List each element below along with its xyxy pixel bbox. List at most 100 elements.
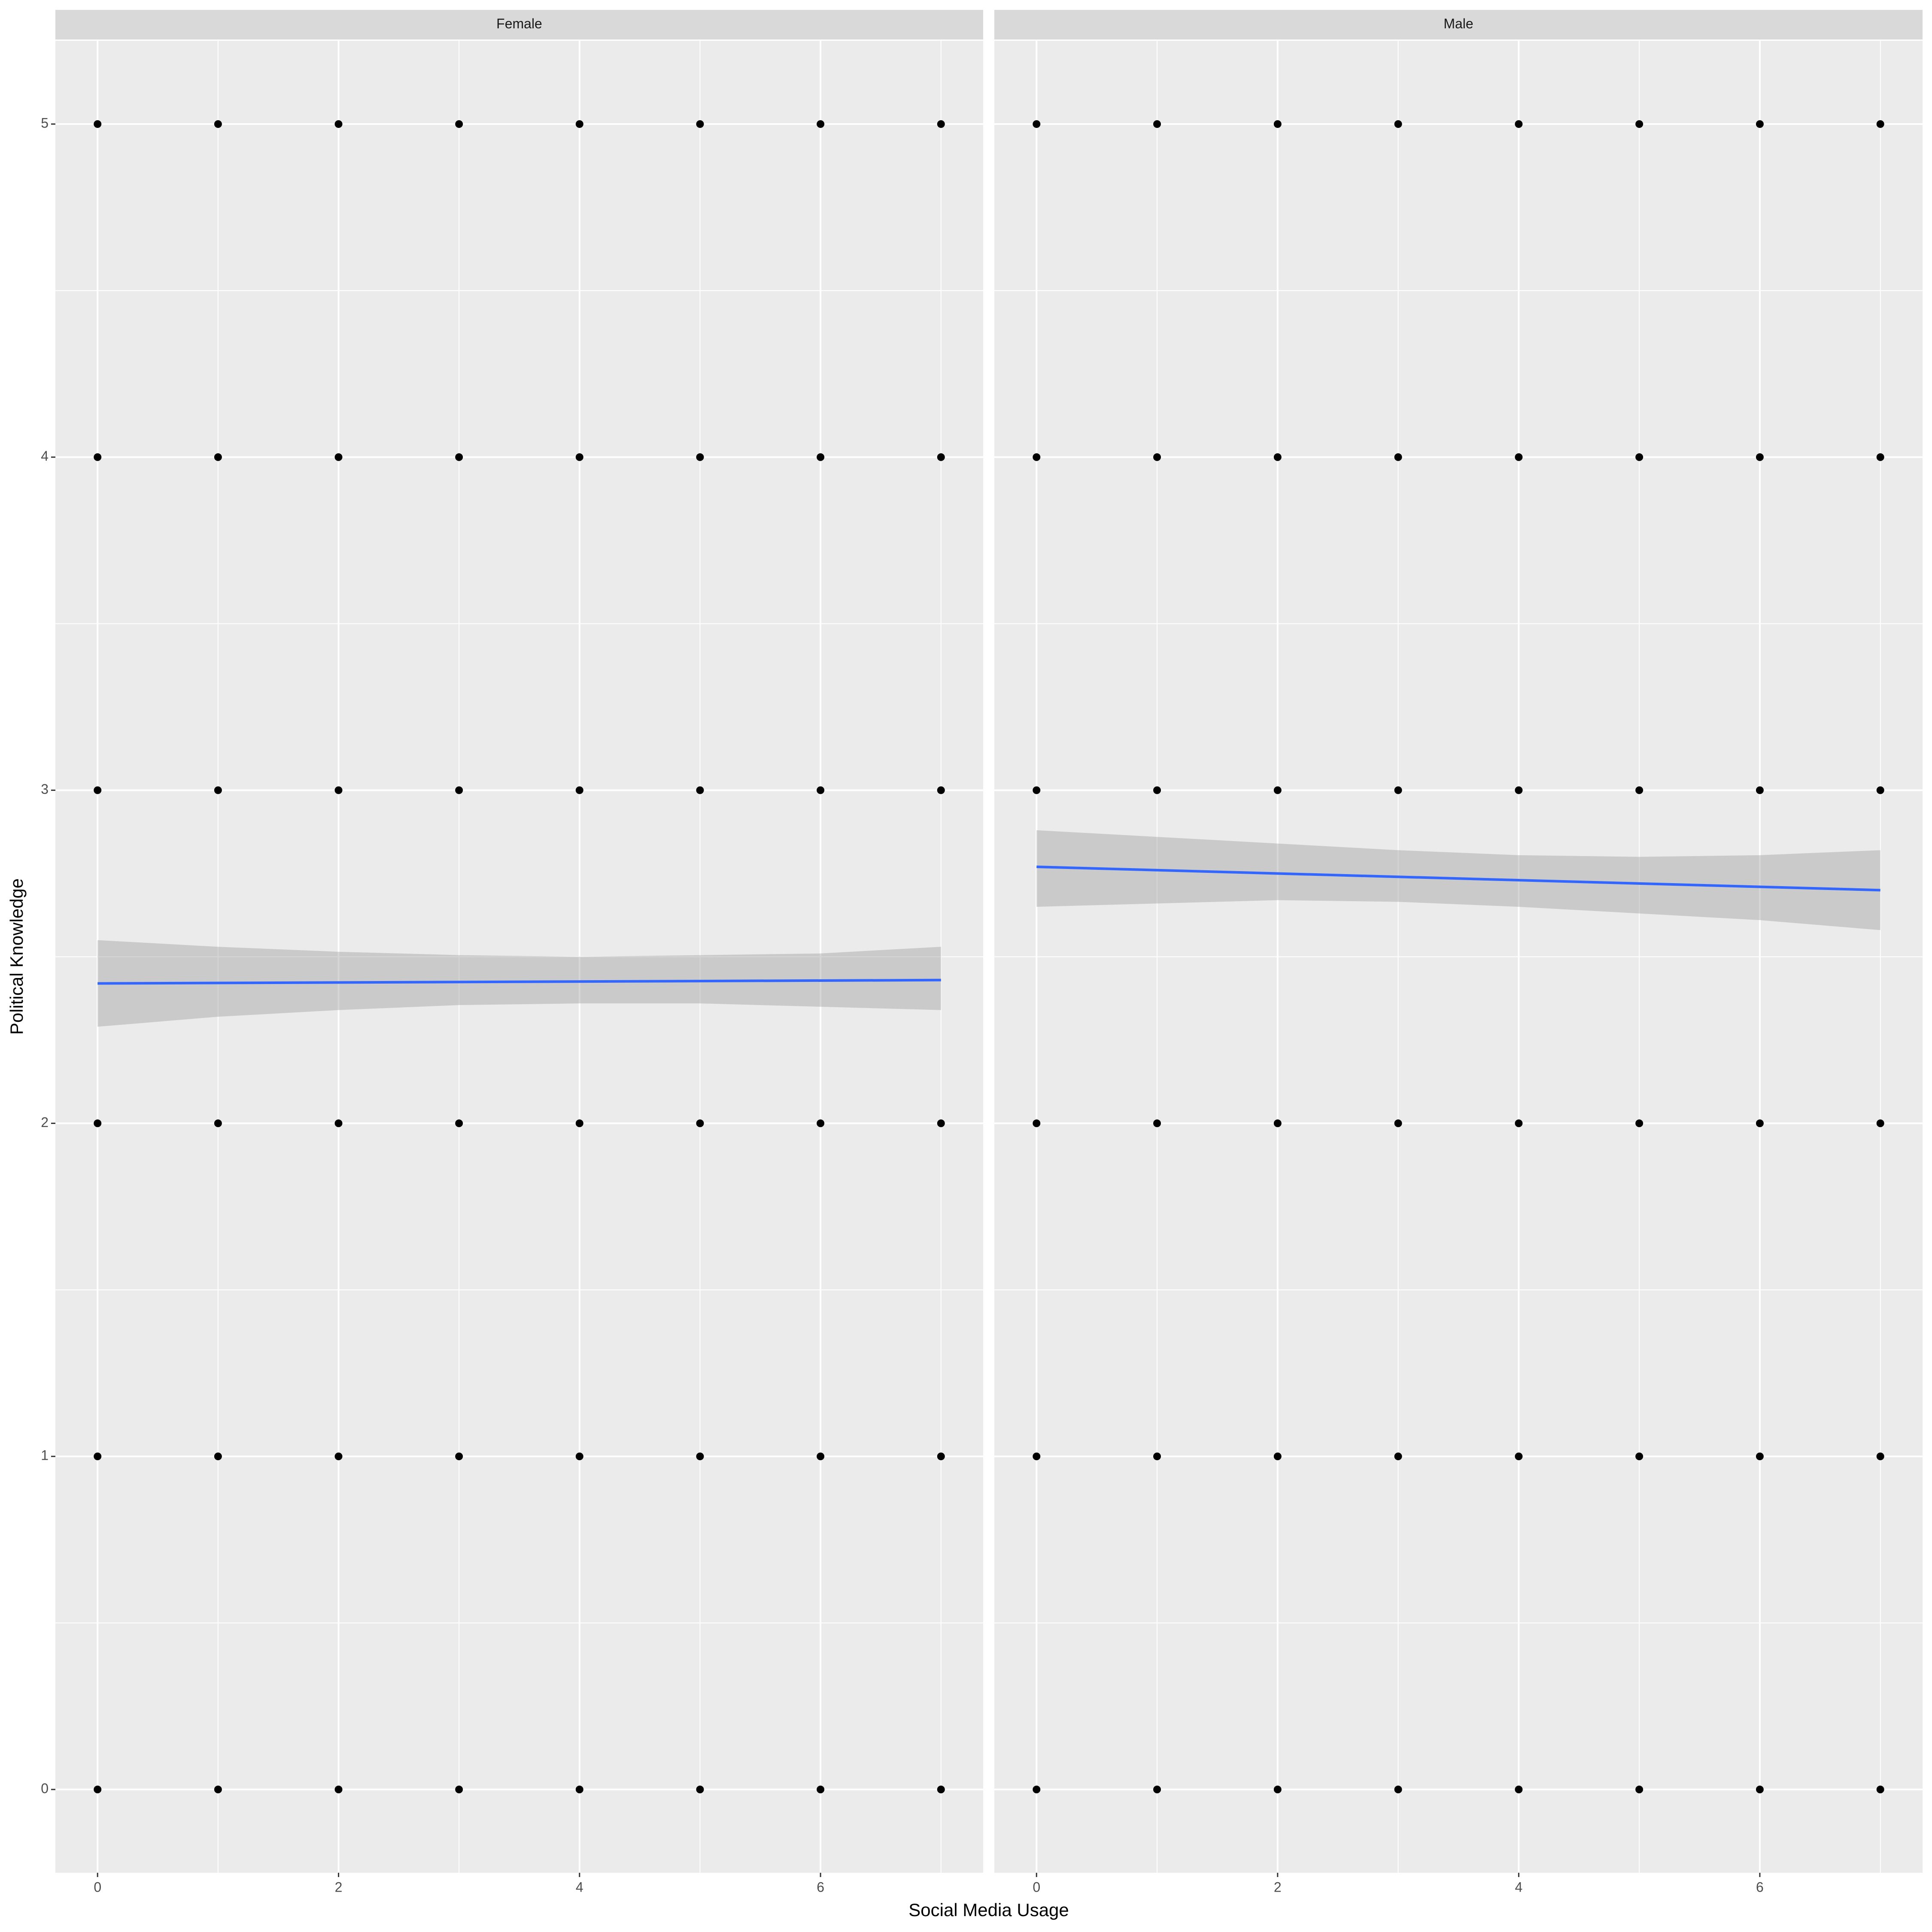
point [1876,1119,1884,1127]
facet-panel: Male 0 2 4 6 [994,10,1923,1895]
point [334,786,343,794]
x-tick-label: 6 [817,1879,824,1895]
point [214,453,222,461]
point [1515,1452,1523,1461]
point [1033,120,1041,128]
point [1635,120,1643,128]
x-tick-label: 4 [576,1879,583,1895]
point [1273,1452,1282,1461]
point [1635,1119,1643,1127]
point [455,453,463,461]
point [1515,1119,1523,1127]
point [1153,1119,1161,1127]
point [696,1786,704,1794]
x-tick-label: 0 [1033,1879,1040,1895]
point [1153,1786,1161,1794]
point [1515,1786,1523,1794]
point [817,120,825,128]
point [1153,453,1161,461]
point [455,1452,463,1461]
point [94,1452,102,1461]
point [334,1119,343,1127]
x-tick-label: 4 [1515,1879,1522,1895]
point [575,1452,583,1461]
point [1033,453,1041,461]
y-tick-label: 2 [41,1115,49,1130]
point [575,786,583,794]
point [1153,120,1161,128]
y-tick-label: 3 [41,781,49,797]
point [334,1786,343,1794]
point [94,1786,102,1794]
point [455,1119,463,1127]
point [1153,1452,1161,1461]
point [1876,1452,1884,1461]
point [1273,1119,1282,1127]
point [1394,1119,1402,1127]
point [817,1786,825,1794]
point [1756,120,1764,128]
point [817,1119,825,1127]
point [696,1452,704,1461]
point [1273,786,1282,794]
point [1033,1786,1041,1794]
point [455,786,463,794]
point [1635,1452,1643,1461]
point [1756,453,1764,461]
point [94,1119,102,1127]
point [1756,1786,1764,1794]
point [575,453,583,461]
point [1394,1452,1402,1461]
y-tick-label: 1 [41,1448,49,1463]
point [1756,786,1764,794]
point [937,1452,945,1461]
point [1876,120,1884,128]
point [1033,1452,1041,1461]
point [1876,786,1884,794]
strip-background [55,10,983,39]
point [696,453,704,461]
y-tick-label: 5 [41,115,49,131]
strip-background [994,10,1923,39]
point [1635,453,1643,461]
point [575,1119,583,1127]
point [1876,1786,1884,1794]
strip-label: Female [496,16,542,31]
x-axis-title: Social Media Usage [908,1900,1069,1920]
point [817,786,825,794]
point [334,453,343,461]
facet-panel: Female 0 1 2 3 4 5 0 2 4 6 [41,10,983,1895]
point [94,786,102,794]
point [696,120,704,128]
point [1394,786,1402,794]
point [1635,1786,1643,1794]
point [1515,786,1523,794]
point [1273,453,1282,461]
confidence-band [97,940,941,1027]
point [1515,120,1523,128]
point [1273,1786,1282,1794]
y-tick-label: 4 [41,448,49,464]
y-tick-label: 0 [41,1780,49,1796]
point [214,120,222,128]
strip-label: Male [1443,16,1473,31]
point [1394,1786,1402,1794]
point [94,120,102,128]
point [214,1119,222,1127]
point [455,120,463,128]
point [696,786,704,794]
point [1394,120,1402,128]
point [937,120,945,128]
fit-line [97,978,941,985]
point [1394,453,1402,461]
point [1033,786,1041,794]
confidence-band [1036,830,1880,930]
x-tick-label: 0 [94,1879,101,1895]
point [334,1452,343,1461]
point [1153,786,1161,794]
point [1635,786,1643,794]
x-tick-label: 6 [1756,1879,1764,1895]
point [214,1786,222,1794]
x-tick-label: 2 [335,1879,343,1895]
